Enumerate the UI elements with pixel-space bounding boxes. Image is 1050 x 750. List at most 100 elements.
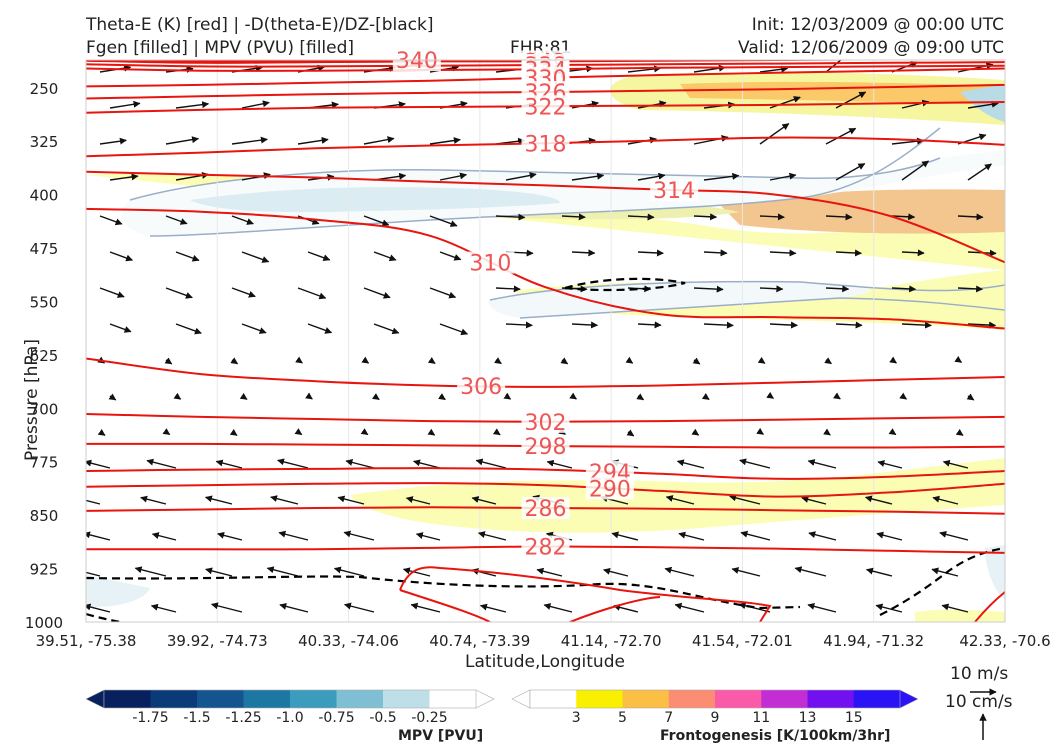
contour-label-bg: [521, 410, 570, 433]
wind-vector: [479, 603, 507, 613]
wind-vector: [277, 458, 309, 469]
wind-vector: [693, 213, 718, 221]
theta-e-contour: [86, 207, 1005, 330]
theta-e-contour: [86, 482, 1005, 498]
y-tick-label: 400: [30, 187, 59, 205]
colorbar-tick-label: -1.0: [276, 710, 303, 726]
wind-vector: [901, 249, 925, 257]
wind-vector: [729, 494, 761, 505]
colorbar-tick-label: 5: [618, 710, 627, 726]
shaded-region: [720, 189, 1005, 234]
contour-label-bg: [466, 251, 515, 274]
wind-vector: [824, 357, 832, 365]
colorbar-swatch: [807, 690, 855, 708]
wind-vector: [86, 603, 111, 613]
colorbar-arrow: [511, 689, 531, 709]
wind-vector: [109, 323, 132, 333]
contour-label: 282: [525, 535, 567, 560]
wind-vector: [492, 428, 501, 436]
wind-vector: [637, 172, 666, 181]
wind-vector: [373, 323, 400, 335]
wind-vector: [769, 321, 798, 329]
wind-vector: [676, 459, 705, 469]
wind-vector: [569, 392, 577, 400]
wind-vector: [703, 321, 734, 329]
wind-vector: [175, 323, 202, 335]
colorbar-swatch: [576, 690, 623, 708]
dtheta-contour: [564, 277, 686, 292]
wind-vector: [505, 321, 533, 329]
wind-vector: [693, 285, 724, 293]
colorbar-swatch: [150, 690, 198, 708]
wind-vector: [150, 603, 177, 613]
wind-vector: [825, 213, 853, 221]
wind-vector: [931, 567, 959, 577]
colorbar-swatch: [243, 690, 291, 708]
wind-vector: [210, 602, 243, 613]
contour-label: 306: [460, 375, 502, 400]
wind-vector: [571, 249, 596, 257]
wind-vector: [360, 428, 369, 436]
wind-vector: [427, 428, 436, 436]
wind-vector: [371, 393, 380, 401]
theta-e-contour: [86, 467, 1005, 480]
shaded-region: [985, 545, 1005, 600]
wind-vector: [637, 249, 664, 257]
wind-vector: [932, 495, 959, 505]
wind-vector: [204, 495, 233, 505]
wind-vector: [151, 532, 177, 541]
wind-vector: [241, 323, 267, 334]
contour-label-bg: [650, 179, 699, 202]
contour-label: 340: [396, 49, 438, 74]
wind-vector: [415, 532, 441, 541]
wind-vector: [230, 357, 239, 365]
wind-vector: [891, 213, 916, 221]
wind-vector: [99, 137, 127, 145]
wind-vector: [665, 495, 695, 505]
wind-vector: [140, 495, 167, 505]
mpv-outline: [519, 297, 1005, 319]
wind-vector: [165, 136, 200, 145]
colorbar-swatch: [336, 690, 384, 708]
wind-vector: [175, 101, 210, 109]
wind-vector: [967, 100, 999, 109]
wind-vector: [901, 321, 932, 329]
wind-vector: [794, 566, 827, 577]
wind-vector: [495, 213, 526, 221]
wind-vector: [731, 567, 761, 577]
x-tick-label: 41.14, -72.70: [561, 632, 662, 650]
wind-vector: [611, 531, 639, 541]
wind-vector: [164, 357, 173, 365]
wind-vector: [877, 460, 903, 469]
wind-vector: [173, 392, 182, 400]
wind-vector: [941, 603, 969, 613]
wind-vector: [759, 123, 790, 145]
wind-vector: [505, 172, 537, 181]
wind-vector: [494, 357, 502, 365]
wind-vector: [692, 357, 701, 365]
wind-vector: [678, 531, 705, 541]
title-line2: Fgen [filled] | MPV (PVU) [filled]: [86, 38, 355, 58]
wind-vector: [146, 458, 177, 469]
wind-vector: [345, 459, 375, 469]
wind-vector: [835, 162, 866, 181]
wind-vector: [891, 285, 917, 293]
colorbar-arrow: [85, 689, 105, 709]
contour-label: 286: [525, 497, 567, 522]
wind-vector: [175, 251, 200, 262]
colorbar-frame: [103, 689, 477, 709]
y-axis-label: Pressure [hPa]: [22, 339, 42, 461]
wind-vector: [165, 287, 193, 299]
wind-vector: [966, 393, 975, 401]
wind-vector: [825, 285, 850, 293]
contour-label-bg: [521, 535, 570, 558]
wind-vector: [239, 392, 248, 400]
y-tick-label: 250: [30, 80, 59, 98]
wind-vector: [413, 459, 441, 469]
wind-vector: [361, 356, 370, 364]
wind-vector: [756, 427, 764, 435]
contour-label-bg: [521, 497, 570, 520]
contour-label-bg: [585, 477, 634, 500]
wind-vector: [801, 496, 827, 505]
wind-vector: [759, 213, 785, 221]
